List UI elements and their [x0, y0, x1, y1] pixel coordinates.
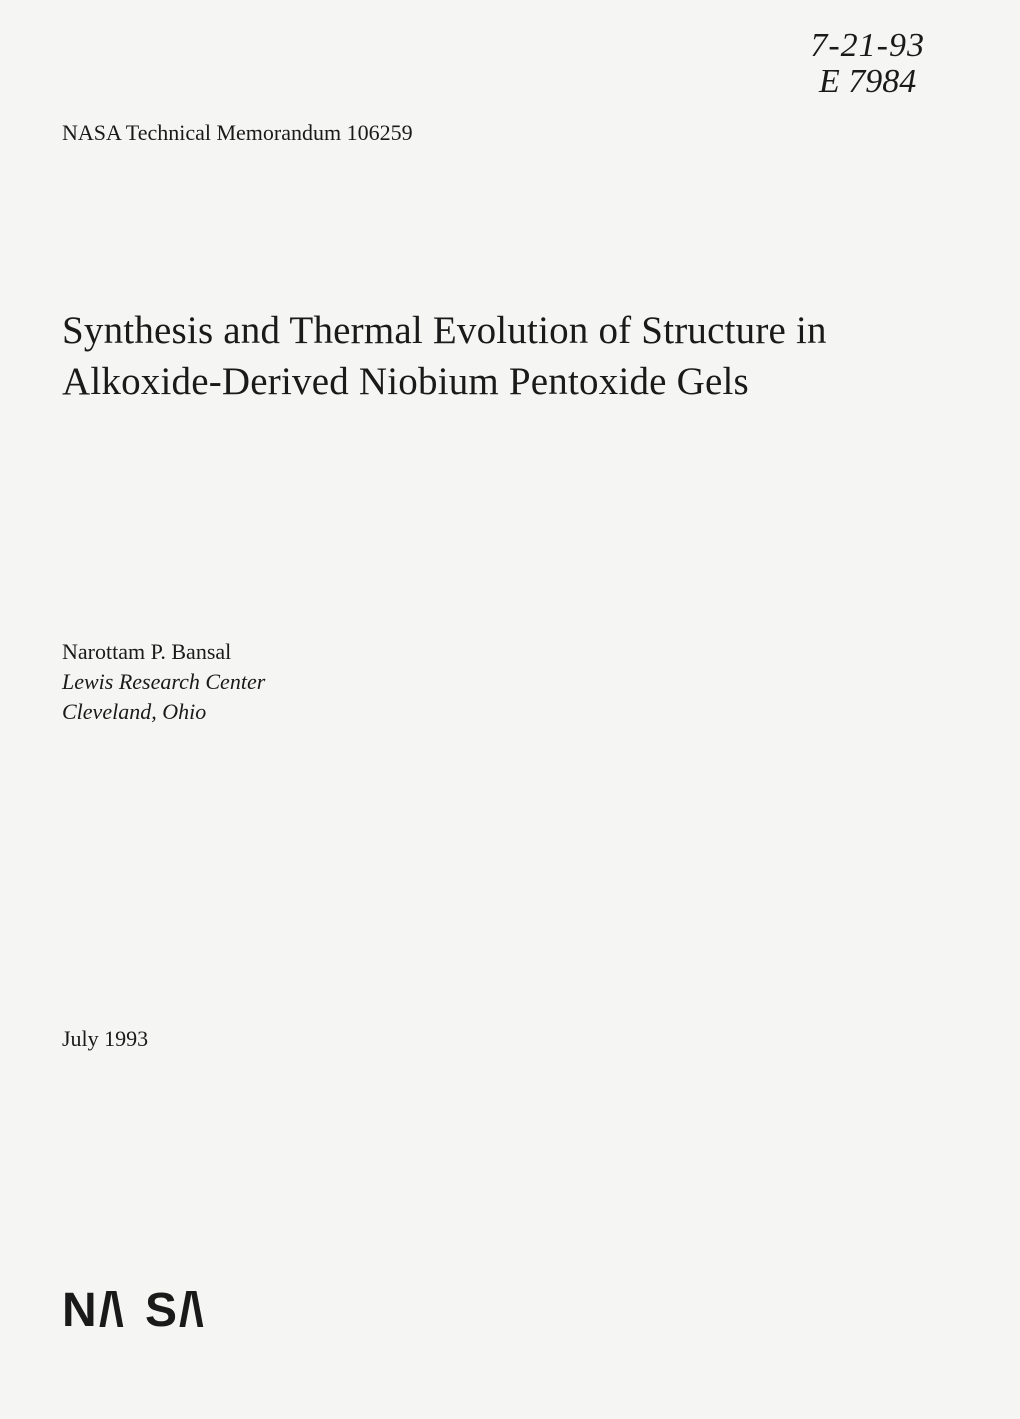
svg-text:/\: /\ [99, 1284, 123, 1336]
author-affiliation-line2: Cleveland, Ohio [62, 697, 958, 727]
svg-text:S: S [145, 1284, 176, 1336]
handwritten-date: 7-21-93 [810, 28, 925, 64]
author-name: Narottam P. Bansal [62, 637, 958, 667]
publication-date: July 1993 [62, 1026, 958, 1052]
author-block: Narottam P. Bansal Lewis Research Center… [62, 637, 958, 726]
nasa-logo: N /\ S /\ [62, 1281, 232, 1349]
document-title: Synthesis and Thermal Evolution of Struc… [62, 306, 958, 407]
handwritten-code: E 7984 [810, 64, 925, 100]
handwritten-annotation: 7-21-93 E 7984 [810, 28, 925, 99]
author-affiliation-line1: Lewis Research Center [62, 667, 958, 697]
memo-number: NASA Technical Memorandum 106259 [62, 120, 958, 146]
svg-text:/\: /\ [179, 1284, 203, 1336]
svg-text:N: N [62, 1284, 95, 1336]
